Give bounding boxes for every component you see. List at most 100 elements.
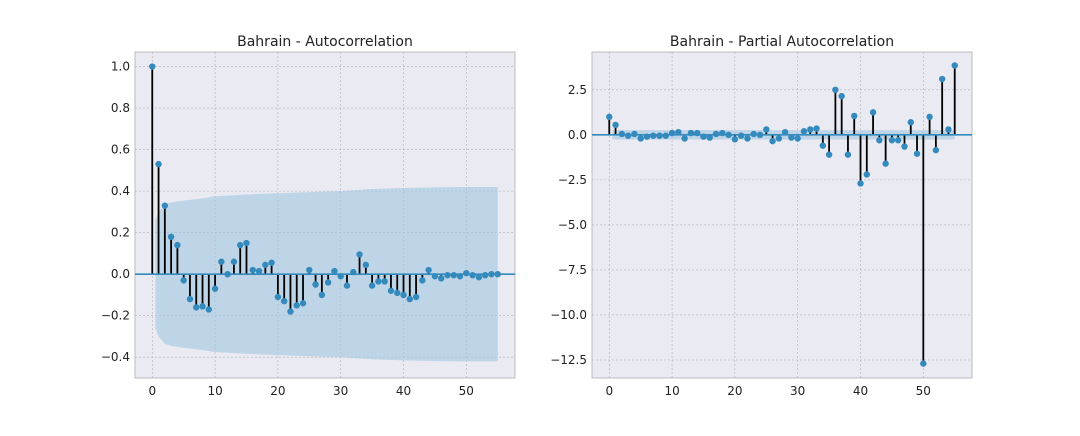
pacf-marker-lag-37 <box>838 92 845 100</box>
acf-marker-lag-4 <box>174 241 181 249</box>
pacf-ytick-label--5: −5.0 <box>558 218 587 232</box>
acf-marker-lag-51 <box>469 272 476 279</box>
acf-marker-lag-23 <box>293 302 300 309</box>
pacf-marker-lag-27 <box>775 135 783 142</box>
acf-marker-lag-36 <box>375 278 382 285</box>
pacf-ytick-label--2.5: −2.5 <box>558 173 587 187</box>
pacf-marker-lag-32 <box>807 126 814 133</box>
acf-marker-lag-16 <box>249 266 256 274</box>
pacf-marker-lag-1 <box>612 121 619 129</box>
pacf-marker-lag-30 <box>794 135 801 142</box>
pacf-marker-lag-19 <box>725 131 732 139</box>
acf-marker-lag-10 <box>211 285 219 292</box>
acf-marker-lag-47 <box>444 272 451 279</box>
acf-chart-title: Bahrain - Autocorrelation <box>237 34 413 50</box>
pacf-ytick-label--10: −10.0 <box>550 308 587 322</box>
acf-marker-lag-9 <box>205 306 213 313</box>
pacf-xtick-label-10: 10 <box>664 384 679 398</box>
pacf-marker-lag-24 <box>756 131 764 139</box>
acf-marker-lag-1 <box>155 160 162 168</box>
pacf-marker-lag-11 <box>675 128 682 136</box>
pacf-marker-lag-46 <box>894 137 902 144</box>
acf-marker-lag-14 <box>237 241 244 249</box>
pacf-marker-lag-2 <box>618 130 626 138</box>
acf-marker-lag-45 <box>431 273 439 280</box>
acf-ytick-label--0.4: −0.4 <box>101 350 130 364</box>
pacf-marker-lag-26 <box>769 137 776 145</box>
pacf-marker-lag-54 <box>945 126 952 133</box>
acf-xtick-label-40: 40 <box>396 384 411 398</box>
acf-marker-lag-54 <box>488 270 495 278</box>
pacf-marker-lag-3 <box>624 132 632 139</box>
acf-marker-lag-8 <box>199 303 206 310</box>
acf-xtick-label-0: 0 <box>148 384 156 398</box>
acf-marker-lag-15 <box>243 239 250 247</box>
acf-marker-lag-5 <box>180 277 187 284</box>
pacf-marker-lag-9 <box>662 132 670 139</box>
acf-ytick-label-0.8: 0.8 <box>111 101 130 115</box>
acf-marker-lag-46 <box>437 275 445 282</box>
acf-marker-lag-50 <box>463 269 470 277</box>
acf-marker-lag-19 <box>268 259 275 266</box>
acf-marker-lag-35 <box>368 282 376 289</box>
acf-marker-lag-42 <box>412 293 420 301</box>
acf-marker-lag-40 <box>400 291 407 299</box>
pacf-marker-lag-43 <box>876 137 883 144</box>
acf-xtick-label-30: 30 <box>333 384 348 398</box>
acf-panel: 0 10 20 30 40 50 −0.4 −0.2 0.0 0.2 0.4 0.6 0.8 1.0 Bah… <box>101 34 516 398</box>
acf-marker-lag-28 <box>324 279 332 286</box>
pacf-marker-lag-51 <box>926 113 933 121</box>
pacf-xtick-label-20: 20 <box>727 384 742 398</box>
pacf-marker-lag-55 <box>951 62 958 69</box>
pacf-marker-lag-53 <box>938 75 946 83</box>
pacf-panel: 0 10 20 30 40 50 −12.5 −10.0 −7.5 −5.0 −2.5 0.0 2.5 B… <box>550 34 973 398</box>
pacf-marker-lag-38 <box>844 151 852 158</box>
acf-marker-lag-44 <box>425 266 432 274</box>
acf-marker-lag-30 <box>337 273 344 280</box>
acf-marker-lag-26 <box>312 281 319 288</box>
pacf-marker-lag-4 <box>631 130 638 138</box>
pacf-marker-lag-18 <box>719 129 726 137</box>
pacf-ytick-label--7.5: −7.5 <box>558 263 587 277</box>
acf-marker-lag-11 <box>218 258 225 265</box>
pacf-marker-lag-17 <box>712 130 720 138</box>
pacf-marker-lag-25 <box>763 126 770 133</box>
pacf-marker-lag-15 <box>700 133 707 140</box>
acf-marker-lag-22 <box>287 308 294 315</box>
pacf-marker-lag-8 <box>656 132 663 139</box>
acf-marker-lag-17 <box>255 267 263 275</box>
acf-marker-lag-38 <box>387 287 395 294</box>
pacf-marker-lag-44 <box>882 160 889 167</box>
acf-marker-lag-34 <box>362 261 370 269</box>
acf-marker-lag-20 <box>274 293 282 301</box>
pacf-xtick-label-40: 40 <box>853 384 868 398</box>
acf-ytick-label-0: 0.0 <box>111 267 130 281</box>
pacf-marker-lag-42 <box>869 109 877 116</box>
acf-marker-lag-21 <box>280 297 288 305</box>
acf-marker-lag-43 <box>419 277 426 284</box>
pacf-marker-lag-6 <box>643 133 651 140</box>
pacf-xtick-label-50: 50 <box>916 384 931 398</box>
pacf-marker-lag-40 <box>857 180 864 187</box>
pacf-chart-title: Bahrain - Partial Autocorrelation <box>670 34 894 50</box>
pacf-marker-lag-35 <box>825 151 833 158</box>
pacf-marker-lag-29 <box>788 134 795 141</box>
acf-marker-lag-27 <box>318 291 326 299</box>
pacf-marker-lag-31 <box>800 128 808 135</box>
pacf-marker-lag-49 <box>913 150 921 157</box>
pacf-xtick-label-30: 30 <box>790 384 805 398</box>
acf-marker-lag-12 <box>224 270 231 278</box>
pacf-marker-lag-22 <box>744 135 751 142</box>
pacf-marker-lag-34 <box>819 142 827 149</box>
acf-marker-lag-3 <box>167 233 175 241</box>
pacf-marker-lag-20 <box>731 136 739 143</box>
pacf-marker-lag-33 <box>813 125 820 132</box>
acf-marker-lag-41 <box>406 295 413 303</box>
acf-marker-lag-18 <box>262 261 269 269</box>
pacf-marker-lag-41 <box>863 171 870 178</box>
pacf-marker-lag-28 <box>781 128 789 136</box>
acf-xtick-label-20: 20 <box>270 384 285 398</box>
pacf-xtick-label-0: 0 <box>605 384 613 398</box>
pacf-marker-lag-48 <box>907 119 914 126</box>
